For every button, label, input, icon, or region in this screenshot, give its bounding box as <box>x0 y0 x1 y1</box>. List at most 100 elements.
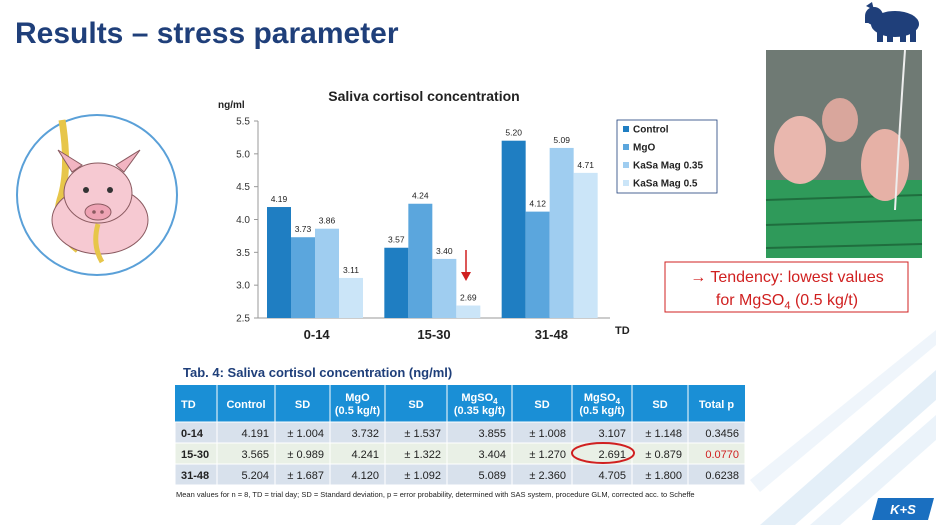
logo-text: K+S <box>890 502 916 517</box>
pig-icon <box>865 2 919 42</box>
table-header-cell: MgO <box>345 392 370 404</box>
legend-label: Control <box>633 125 669 136</box>
header-text: MgSO <box>461 392 493 404</box>
table-cell: 4.705 <box>598 470 626 482</box>
table-cell: 3.732 <box>351 428 379 440</box>
y-tick-label: 5.5 <box>236 117 250 128</box>
table-cell: 3.107 <box>598 428 626 440</box>
value-label: 5.20 <box>505 128 522 138</box>
note-text: for MgSO <box>716 292 784 309</box>
value-label: 4.24 <box>412 191 429 201</box>
table-header-cell: (0.5 kg/t) <box>579 405 625 417</box>
x-axis-label: TD <box>615 325 630 337</box>
table-header-cell: SD <box>408 399 423 411</box>
table-row-bg <box>174 463 746 486</box>
y-tick-label: 4.5 <box>236 182 250 193</box>
value-label: 3.11 <box>343 265 359 275</box>
highlight-ellipse <box>571 442 635 464</box>
table-cell: ± 1.322 <box>404 449 441 461</box>
table-cell: ± 1.270 <box>529 449 566 461</box>
note-box: → Tendency: lowest values for MgSO4 (0.5… <box>664 261 909 313</box>
y-axis-label: ng/ml <box>218 100 245 111</box>
table-header-cell: MgSO4 <box>584 392 621 406</box>
legend-swatch <box>623 144 629 150</box>
chart-title: Saliva cortisol concentration <box>328 88 519 104</box>
table-cell: ± 0.989 <box>287 449 324 461</box>
table-cell: ± 1.004 <box>287 428 324 440</box>
header-text: Total p <box>699 399 735 411</box>
legend-label: KaSa Mag 0.5 <box>633 179 698 190</box>
value-label: 4.71 <box>577 160 594 170</box>
table-cell: ± 1.687 <box>287 470 324 482</box>
slide-title: Results – stress parameter <box>15 17 399 50</box>
table-header-cell: Total p <box>699 399 735 411</box>
x-tick-label: 31-48 <box>535 327 568 342</box>
table-header-cell: SD <box>534 399 549 411</box>
header-subscript: 4 <box>493 397 498 406</box>
table-cell: 0.3456 <box>705 428 739 440</box>
table-cell: 2.691 <box>598 449 626 461</box>
bar <box>432 258 457 318</box>
bar <box>267 207 291 318</box>
table-header-bg <box>175 385 745 422</box>
table-cell: 4.241 <box>351 449 379 461</box>
value-label: 4.12 <box>529 199 546 209</box>
bar <box>456 305 481 318</box>
value-label: 3.73 <box>295 224 312 234</box>
table-title: Tab. 4: Saliva cortisol concentration (n… <box>183 365 452 380</box>
table-cell: ± 1.800 <box>645 470 682 482</box>
header-text: TD <box>181 399 196 411</box>
table-header-cell: SD <box>652 399 667 411</box>
value-label: 2.69 <box>460 293 477 303</box>
chart: 2.5 3.0 3.5 4.0 4.5 5.0 5.5 0-14 4.19 3.73 3.86 3.1… <box>236 117 718 342</box>
value-label: 4.19 <box>271 194 288 204</box>
table-cell: ± 1.148 <box>645 428 682 440</box>
table-cell: 0-14 <box>181 428 204 440</box>
table-header-cell: MgSO4 <box>461 392 498 406</box>
table-header-cell: SD <box>295 399 310 411</box>
header-text: Control <box>226 399 265 411</box>
header-text: MgO <box>345 392 370 404</box>
table-cell: ± 2.360 <box>529 470 566 482</box>
highlight-arrow <box>461 250 471 281</box>
table-cell: 15-30 <box>181 449 209 461</box>
table-header-cell: TD <box>181 399 196 411</box>
bar <box>384 247 409 318</box>
header-text: SD <box>408 399 423 411</box>
value-label: 3.57 <box>388 235 405 245</box>
bar <box>315 228 339 318</box>
bar <box>549 147 574 318</box>
header-subscript: 4 <box>616 397 621 406</box>
bar <box>501 140 526 318</box>
legend-swatch <box>623 126 629 132</box>
bar <box>408 203 433 318</box>
x-tick-label: 0-14 <box>304 327 331 342</box>
y-tick-label: 4.0 <box>236 215 250 226</box>
table-cell: 31-48 <box>181 470 209 482</box>
value-label: 3.40 <box>436 246 453 256</box>
legend-box <box>616 119 718 194</box>
note-subscript: 4 <box>784 300 790 312</box>
header-text: SD <box>295 399 310 411</box>
table-cell: 5.089 <box>478 470 506 482</box>
bar <box>573 172 598 318</box>
note-line: → Tendency: lowest values <box>690 269 884 286</box>
table-cell: 3.565 <box>241 449 269 461</box>
decor-stripes <box>750 330 936 525</box>
header-text: MgSO <box>584 392 616 404</box>
note-text: (0.5 kg/t) <box>791 292 859 309</box>
y-tick-label: 3.0 <box>236 281 250 292</box>
note-line: for MgSO4 (0.5 kg/t) <box>716 292 858 312</box>
value-label: 3.86 <box>319 216 336 226</box>
table-footnote: Mean values for n = 8, TD = trial day; S… <box>176 490 695 499</box>
logo: K+S <box>872 498 934 520</box>
table-cell: 0.6238 <box>705 470 739 482</box>
legend-swatch <box>623 180 629 186</box>
bar <box>291 237 315 318</box>
value-label: 5.09 <box>553 135 570 145</box>
y-tick-label: 2.5 <box>236 314 250 325</box>
table-cell: 3.855 <box>478 428 506 440</box>
table-cell: 4.191 <box>241 428 269 440</box>
